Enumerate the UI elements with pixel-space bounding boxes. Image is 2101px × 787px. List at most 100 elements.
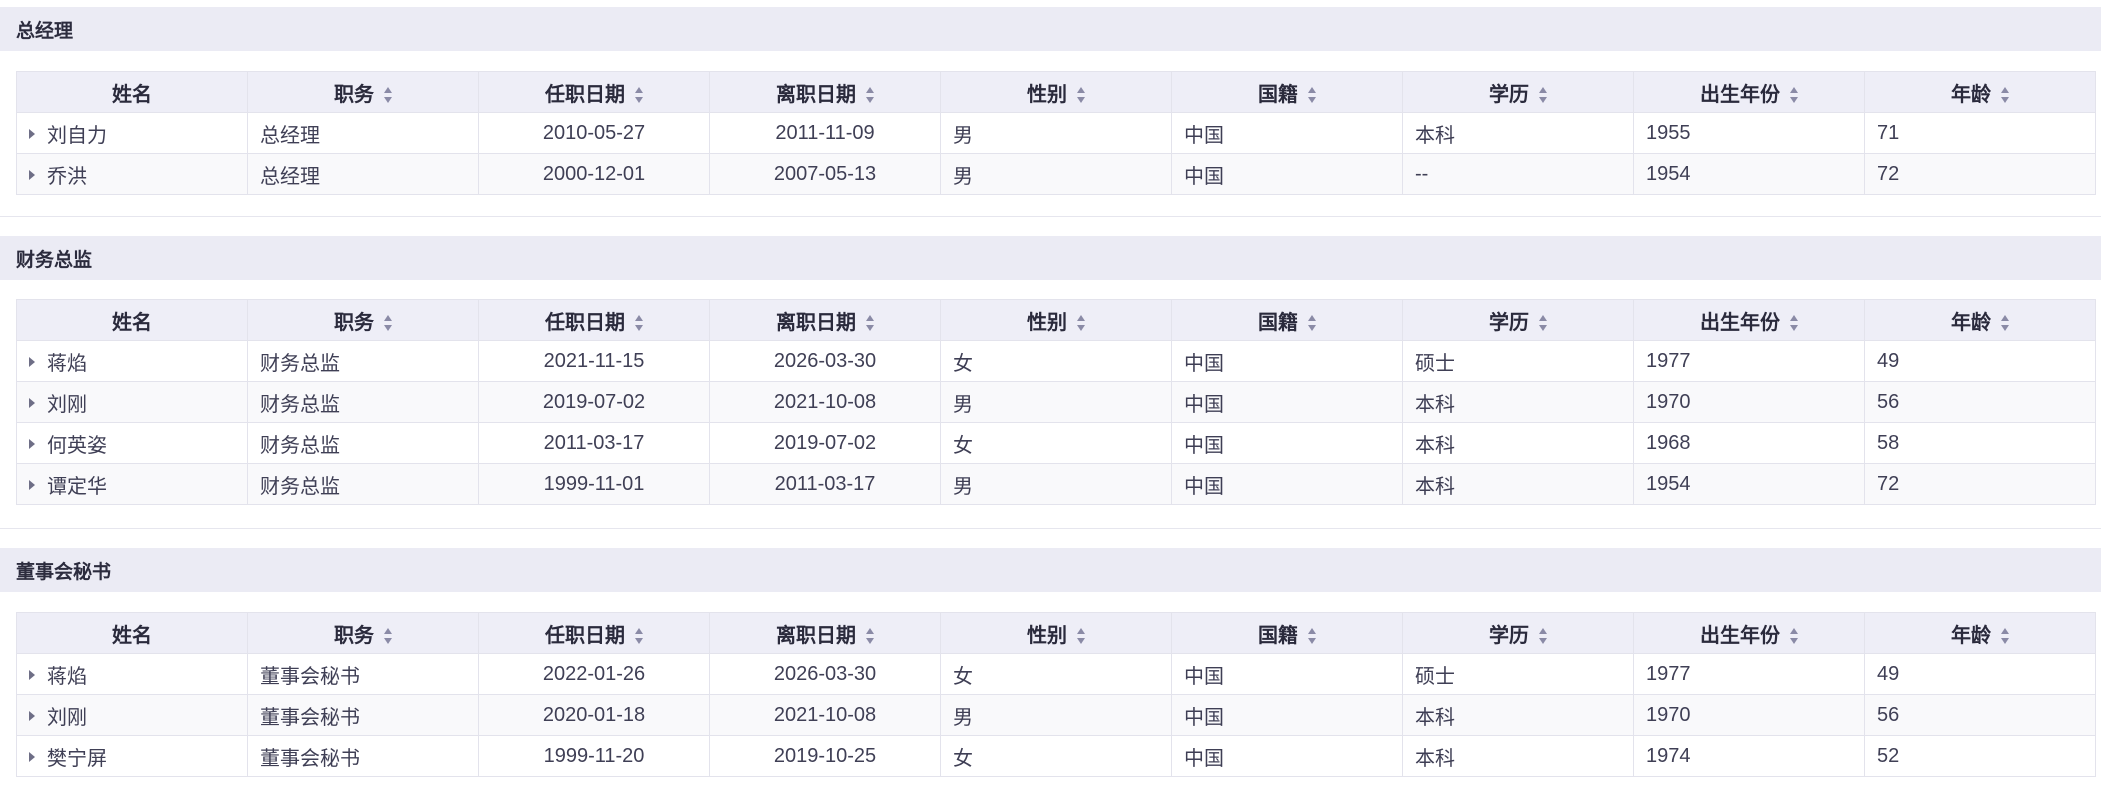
cell-end-date: 2019-10-25 [709,735,941,777]
expand-caret-icon[interactable] [29,170,35,181]
cell-end-date: 2026-03-30 [709,340,941,382]
sort-icon[interactable] [1077,87,1085,104]
column-header-age[interactable]: 年龄 [1864,299,2096,341]
cell-education: 本科 [1402,381,1634,423]
expand-caret-icon[interactable] [29,129,35,140]
cell-end-date: 2021-10-08 [709,694,941,736]
cell-position: 财务总监 [247,463,479,505]
column-header-age[interactable]: 年龄 [1864,612,2096,654]
column-header-gender[interactable]: 性别 [940,612,1172,654]
column-header-nationality[interactable]: 国籍 [1171,71,1403,113]
column-header-nationality[interactable]: 国籍 [1171,299,1403,341]
section-title: 董事会秘书 [0,548,2101,592]
sort-icon[interactable] [2001,87,2009,104]
column-header-end-date[interactable]: 离职日期 [709,612,941,654]
column-header-education[interactable]: 学历 [1402,299,1634,341]
sort-icon[interactable] [384,628,392,645]
cell-nationality: 中国 [1171,463,1403,505]
expand-caret-icon[interactable] [29,480,35,491]
sort-icon[interactable] [1077,315,1085,332]
column-label: 离职日期 [776,83,856,106]
cell-start-date: 2022-01-26 [478,653,710,695]
column-header-education[interactable]: 学历 [1402,71,1634,113]
table-row: 刘自力 总经理 2010-05-27 2011-11-09 男中国 本科 1955 71 [16,112,2096,154]
cell-birth-year: 1970 [1633,381,1865,423]
sort-icon[interactable] [1308,628,1316,645]
column-header-start-date[interactable]: 任职日期 [478,612,710,654]
column-header-end-date[interactable]: 离职日期 [709,299,941,341]
cell-education: 本科 [1402,735,1634,777]
column-label: 性别 [1027,624,1067,647]
officer-table: 姓名 职务 任职日期 离职日期 性别 国籍 学历 出生年份 年龄 蒋焰 财务总监 2021-11-15… [16,299,2096,505]
column-header-start-date[interactable]: 任职日期 [478,299,710,341]
sort-icon[interactable] [1539,628,1547,645]
cell-nationality: 中国 [1171,381,1403,423]
column-label: 任职日期 [545,311,625,334]
column-label: 离职日期 [776,624,856,647]
column-header-gender[interactable]: 性别 [940,71,1172,113]
cell-name: 谭定华 [16,463,248,505]
expand-caret-icon[interactable] [29,357,35,368]
sort-icon[interactable] [866,87,874,104]
cell-end-date: 2011-03-17 [709,463,941,505]
sort-icon[interactable] [1790,87,1798,104]
sort-icon[interactable] [866,315,874,332]
column-label: 年龄 [1951,83,1991,106]
cell-end-date: 2007-05-13 [709,153,941,195]
cell-gender: 男 [940,381,1172,423]
column-header-gender[interactable]: 性别 [940,299,1172,341]
column-header-name: 姓名 [16,299,248,341]
sort-icon[interactable] [2001,628,2009,645]
column-header-age[interactable]: 年龄 [1864,71,2096,113]
table-row: 刘刚 董事会秘书 2020-01-18 2021-10-08 男中国 本科 1970 56 [16,694,2096,736]
sort-icon[interactable] [1077,628,1085,645]
cell-position: 总经理 [247,153,479,195]
section-divider [0,216,2101,217]
sort-icon[interactable] [1308,87,1316,104]
column-header-birth-year[interactable]: 出生年份 [1633,71,1865,113]
cell-start-date: 2020-01-18 [478,694,710,736]
expand-caret-icon[interactable] [29,670,35,681]
sort-icon[interactable] [384,315,392,332]
table-header-row: 姓名 职务 任职日期 离职日期 性别 国籍 学历 出生年份 年龄 [16,299,2096,341]
column-header-birth-year[interactable]: 出生年份 [1633,612,1865,654]
sort-icon[interactable] [635,87,643,104]
column-header-education[interactable]: 学历 [1402,612,1634,654]
column-header-position[interactable]: 职务 [247,612,479,654]
column-label: 职务 [334,624,374,647]
officer-table: 姓名 职务 任职日期 离职日期 性别 国籍 学历 出生年份 年龄 刘自力 总经理 2010-05-27… [16,71,2096,195]
column-header-nationality[interactable]: 国籍 [1171,612,1403,654]
expand-caret-icon[interactable] [29,752,35,763]
sort-icon[interactable] [866,628,874,645]
column-header-birth-year[interactable]: 出生年份 [1633,299,1865,341]
column-label: 性别 [1027,83,1067,106]
cell-age: 49 [1864,340,2096,382]
cell-position: 财务总监 [247,422,479,464]
column-label: 姓名 [112,624,152,647]
sort-icon[interactable] [1539,315,1547,332]
table-row: 乔洪 总经理 2000-12-01 2007-05-13 男中国 -- 1954 72 [16,153,2096,195]
column-label: 性别 [1027,311,1067,334]
sort-icon[interactable] [1308,315,1316,332]
column-header-position[interactable]: 职务 [247,71,479,113]
sort-icon[interactable] [635,628,643,645]
cell-gender: 女 [940,653,1172,695]
expand-caret-icon[interactable] [29,711,35,722]
sort-icon[interactable] [384,87,392,104]
sort-icon[interactable] [1790,628,1798,645]
sort-icon[interactable] [635,315,643,332]
column-header-position[interactable]: 职务 [247,299,479,341]
cell-nationality: 中国 [1171,112,1403,154]
table-header-row: 姓名 职务 任职日期 离职日期 性别 国籍 学历 出生年份 年龄 [16,71,2096,113]
table-row: 刘刚 财务总监 2019-07-02 2021-10-08 男中国 本科 1970 56 [16,381,2096,423]
expand-caret-icon[interactable] [29,439,35,450]
cell-age: 49 [1864,653,2096,695]
cell-gender: 男 [940,153,1172,195]
sort-icon[interactable] [2001,315,2009,332]
column-header-end-date[interactable]: 离职日期 [709,71,941,113]
cell-name: 刘刚 [16,694,248,736]
sort-icon[interactable] [1539,87,1547,104]
column-header-start-date[interactable]: 任职日期 [478,71,710,113]
sort-icon[interactable] [1790,315,1798,332]
expand-caret-icon[interactable] [29,398,35,409]
